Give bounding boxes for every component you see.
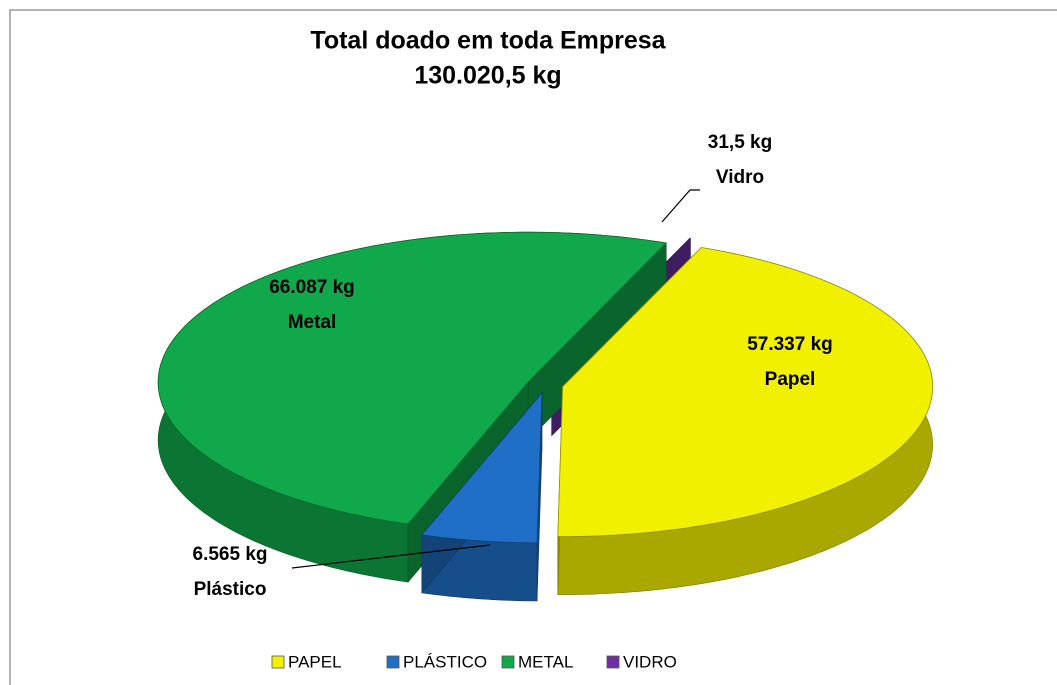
leader-line bbox=[291, 544, 491, 569]
data-label-value: 66.087 kg bbox=[269, 277, 355, 298]
data-label-value: 31,5 kg bbox=[708, 132, 772, 153]
legend-swatch bbox=[386, 655, 400, 669]
legend-label: VIDRO bbox=[623, 652, 677, 671]
legend-label: PLÁSTICO bbox=[403, 652, 487, 671]
legend-label: PAPEL bbox=[288, 652, 342, 671]
data-label-value: 57.337 kg bbox=[747, 334, 833, 355]
legend-swatch bbox=[606, 655, 620, 669]
legend-swatch bbox=[501, 655, 515, 669]
pie-slice bbox=[421, 391, 543, 544]
data-label-name: Metal bbox=[288, 312, 337, 333]
chart-title: Total doado em toda Empresa bbox=[310, 27, 666, 55]
chart-subtitle: 130.020,5 kg bbox=[414, 62, 561, 90]
data-label-value: 6.565 kg bbox=[193, 544, 268, 565]
data-label-name: Papel bbox=[765, 369, 816, 390]
pie-slice bbox=[557, 247, 934, 537]
legend-label: METAL bbox=[518, 652, 573, 671]
data-label-name: Vidro bbox=[716, 167, 764, 188]
pie-slice bbox=[157, 231, 668, 525]
data-label-name: Plástico bbox=[194, 579, 267, 600]
legend-swatch bbox=[271, 655, 285, 669]
leader-line bbox=[661, 189, 700, 223]
